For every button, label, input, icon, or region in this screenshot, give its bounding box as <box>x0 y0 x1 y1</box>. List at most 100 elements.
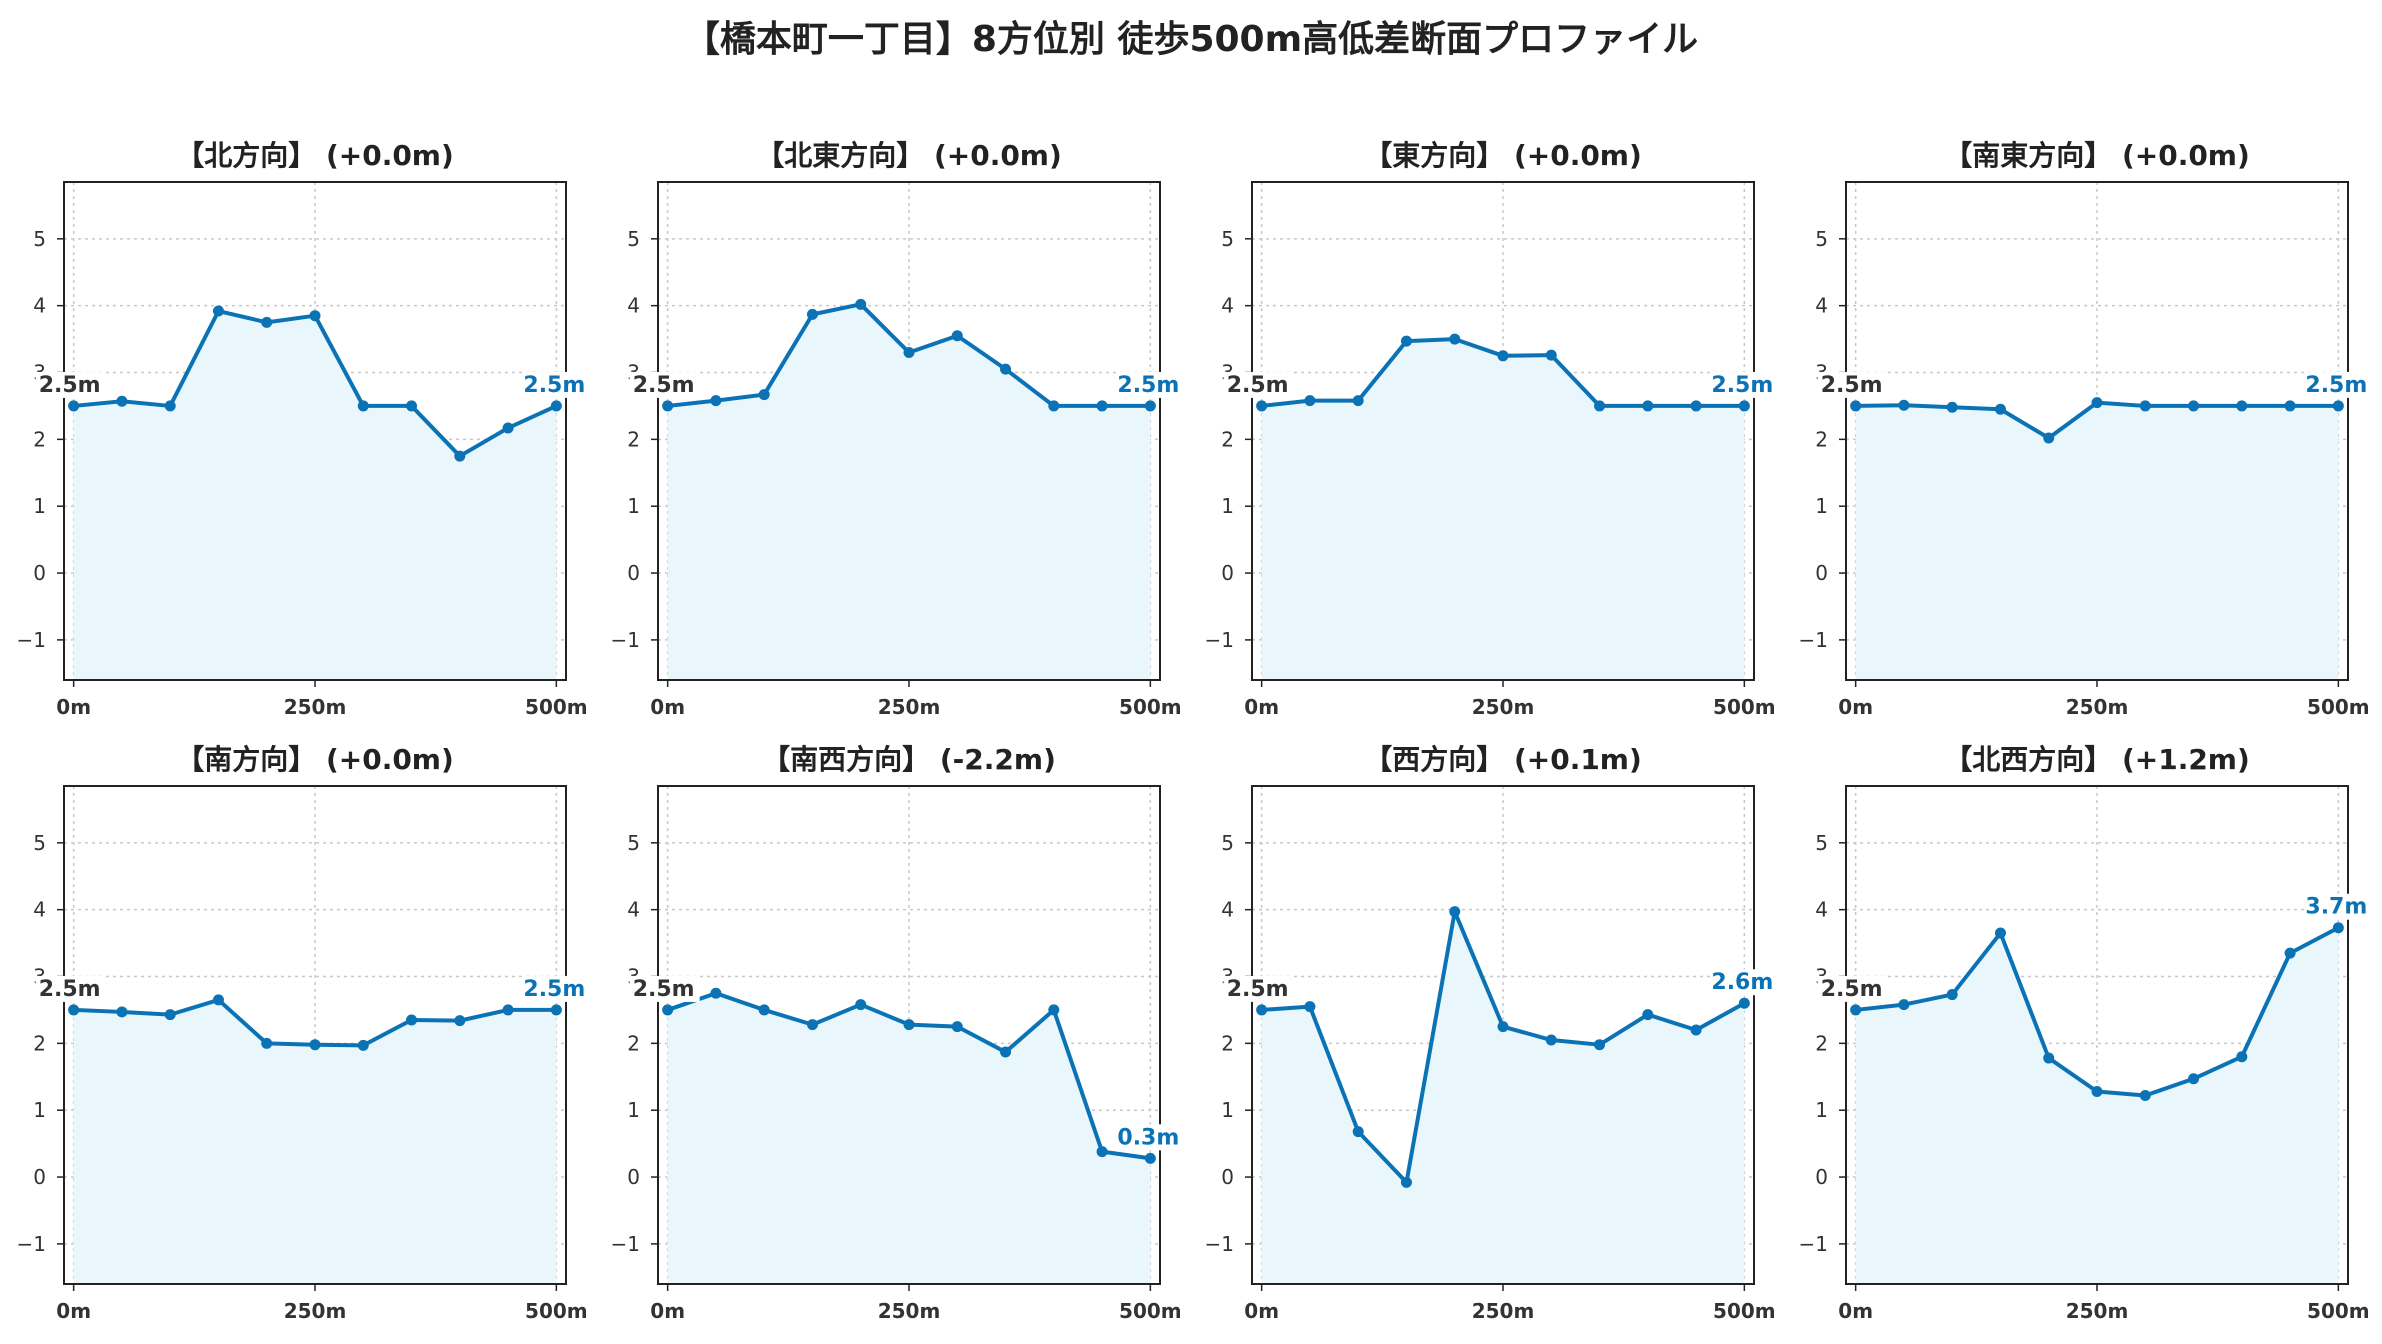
end-elevation-label: 2.5m <box>1117 373 1179 398</box>
y-tick-label: 4 <box>1815 898 1828 922</box>
x-tick-label: 0m <box>1838 1299 1873 1323</box>
data-point <box>212 305 224 317</box>
x-tick-label: 250m <box>2066 1299 2129 1323</box>
data-point <box>662 1004 674 1016</box>
data-point <box>1144 1152 1156 1164</box>
data-point <box>806 308 818 320</box>
plot-area: −10123450m250m500m【北東方向】 (+0.0m)2.5m2.5m <box>611 139 1185 719</box>
area-fill <box>667 304 1151 680</box>
area-fill <box>73 999 557 1284</box>
data-point <box>164 400 176 412</box>
data-point <box>309 1039 321 1051</box>
data-point <box>1994 927 2006 939</box>
page-title: 【橋本町一丁目】8方位別 徒歩500m高低差断面プロファイル <box>683 19 1699 60</box>
data-point <box>855 298 867 310</box>
end-label-bg <box>522 371 591 398</box>
data-point <box>951 1021 963 1033</box>
x-tick-label: 0m <box>56 695 91 719</box>
data-point <box>2236 1051 2248 1063</box>
start-label-bg <box>1817 975 1888 1002</box>
y-tick-label: 4 <box>33 898 46 922</box>
y-tick-label: 5 <box>33 227 46 251</box>
data-point <box>1898 999 1910 1011</box>
y-tick-label: 0 <box>1221 1165 1234 1189</box>
data-point <box>806 1019 818 1031</box>
end-elevation-label: 2.6m <box>1711 970 1773 995</box>
x-tick-label: 500m <box>525 695 588 719</box>
data-point <box>116 1006 128 1018</box>
elevation-profile-chart: −10123450m250m500m【北東方向】 (+0.0m)2.5m2.5m <box>611 139 1185 719</box>
end-elevation-label: 0.3m <box>1117 1125 1179 1150</box>
plot-area: −10123450m250m500m【北西方向】 (+1.2m)2.5m3.7m <box>1799 743 2373 1323</box>
y-tick-label: 2 <box>627 427 640 451</box>
data-point <box>1497 350 1509 362</box>
data-point <box>1994 403 2006 415</box>
data-point <box>903 1019 915 1031</box>
y-tick-label: −1 <box>1799 1232 1828 1256</box>
x-tick-label: 0m <box>650 1299 685 1323</box>
data-point <box>1000 363 1012 375</box>
end-label-bg <box>522 975 591 1002</box>
end-elevation-label: 2.5m <box>523 977 585 1002</box>
end-elevation-label: 2.5m <box>2305 373 2367 398</box>
data-point <box>1594 1039 1606 1051</box>
data-point <box>2236 400 2248 412</box>
data-point <box>1096 1146 1108 1158</box>
end-label-bg <box>2304 371 2373 398</box>
data-point <box>1048 1004 1060 1016</box>
plot-area: −10123450m250m500m【西方向】 (+0.1m)2.5m2.6m <box>1205 743 1779 1323</box>
plot-area: −10123450m250m500m【北方向】 (+0.0m)2.5m2.5m <box>17 139 591 719</box>
y-tick-label: 4 <box>33 294 46 318</box>
data-point <box>1352 395 1364 407</box>
data-point <box>1946 401 1958 413</box>
data-point <box>550 400 562 412</box>
y-tick-label: 5 <box>1815 831 1828 855</box>
plot-area: −10123450m250m500m【南東方向】 (+0.0m)2.5m2.5m <box>1799 139 2373 719</box>
y-tick-label: 5 <box>627 831 640 855</box>
data-point <box>1738 997 1750 1009</box>
area-fill <box>667 993 1151 1284</box>
chart-title: 【西方向】 (+0.1m) <box>1364 743 1642 776</box>
y-tick-label: −1 <box>1205 628 1234 652</box>
x-tick-label: 250m <box>1472 1299 1535 1323</box>
end-label-bg <box>1710 371 1779 398</box>
y-tick-label: 4 <box>627 898 640 922</box>
y-tick-label: −1 <box>611 1232 640 1256</box>
data-point <box>1594 400 1606 412</box>
y-tick-label: 0 <box>627 561 640 585</box>
x-tick-label: 500m <box>1713 1299 1776 1323</box>
data-point <box>2332 400 2344 412</box>
x-tick-label: 0m <box>1244 1299 1279 1323</box>
data-point <box>261 1037 273 1049</box>
y-tick-label: 1 <box>33 1098 46 1122</box>
x-tick-label: 0m <box>56 1299 91 1323</box>
data-point <box>454 1015 466 1027</box>
start-elevation-label: 2.5m <box>633 977 695 1002</box>
data-point <box>1449 333 1461 345</box>
data-point <box>1048 400 1060 412</box>
area-fill <box>1261 339 1745 680</box>
chart-title: 【南東方向】 (+0.0m) <box>1944 139 2250 172</box>
y-tick-label: 2 <box>1221 1031 1234 1055</box>
y-tick-label: 2 <box>627 1031 640 1055</box>
data-point <box>1000 1046 1012 1058</box>
y-tick-label: 0 <box>1815 1165 1828 1189</box>
start-label-bg <box>1223 975 1294 1002</box>
y-tick-label: 0 <box>1815 561 1828 585</box>
data-point <box>1946 989 1958 1001</box>
x-tick-label: 250m <box>284 695 347 719</box>
data-point <box>309 310 321 322</box>
data-point <box>710 987 722 999</box>
data-point <box>758 1004 770 1016</box>
data-point <box>1256 400 1268 412</box>
elevation-profile-chart: −10123450m250m500m【北方向】 (+0.0m)2.5m2.5m <box>17 139 591 719</box>
plot-area: −10123450m250m500m【東方向】 (+0.0m)2.5m2.5m <box>1205 139 1779 719</box>
x-tick-label: 500m <box>1713 695 1776 719</box>
data-point <box>502 422 514 434</box>
data-point <box>2043 432 2055 444</box>
data-point <box>1497 1021 1509 1033</box>
y-tick-label: 2 <box>33 427 46 451</box>
data-point <box>1690 1024 1702 1036</box>
end-elevation-label: 2.5m <box>1711 373 1773 398</box>
data-point <box>1545 349 1557 361</box>
